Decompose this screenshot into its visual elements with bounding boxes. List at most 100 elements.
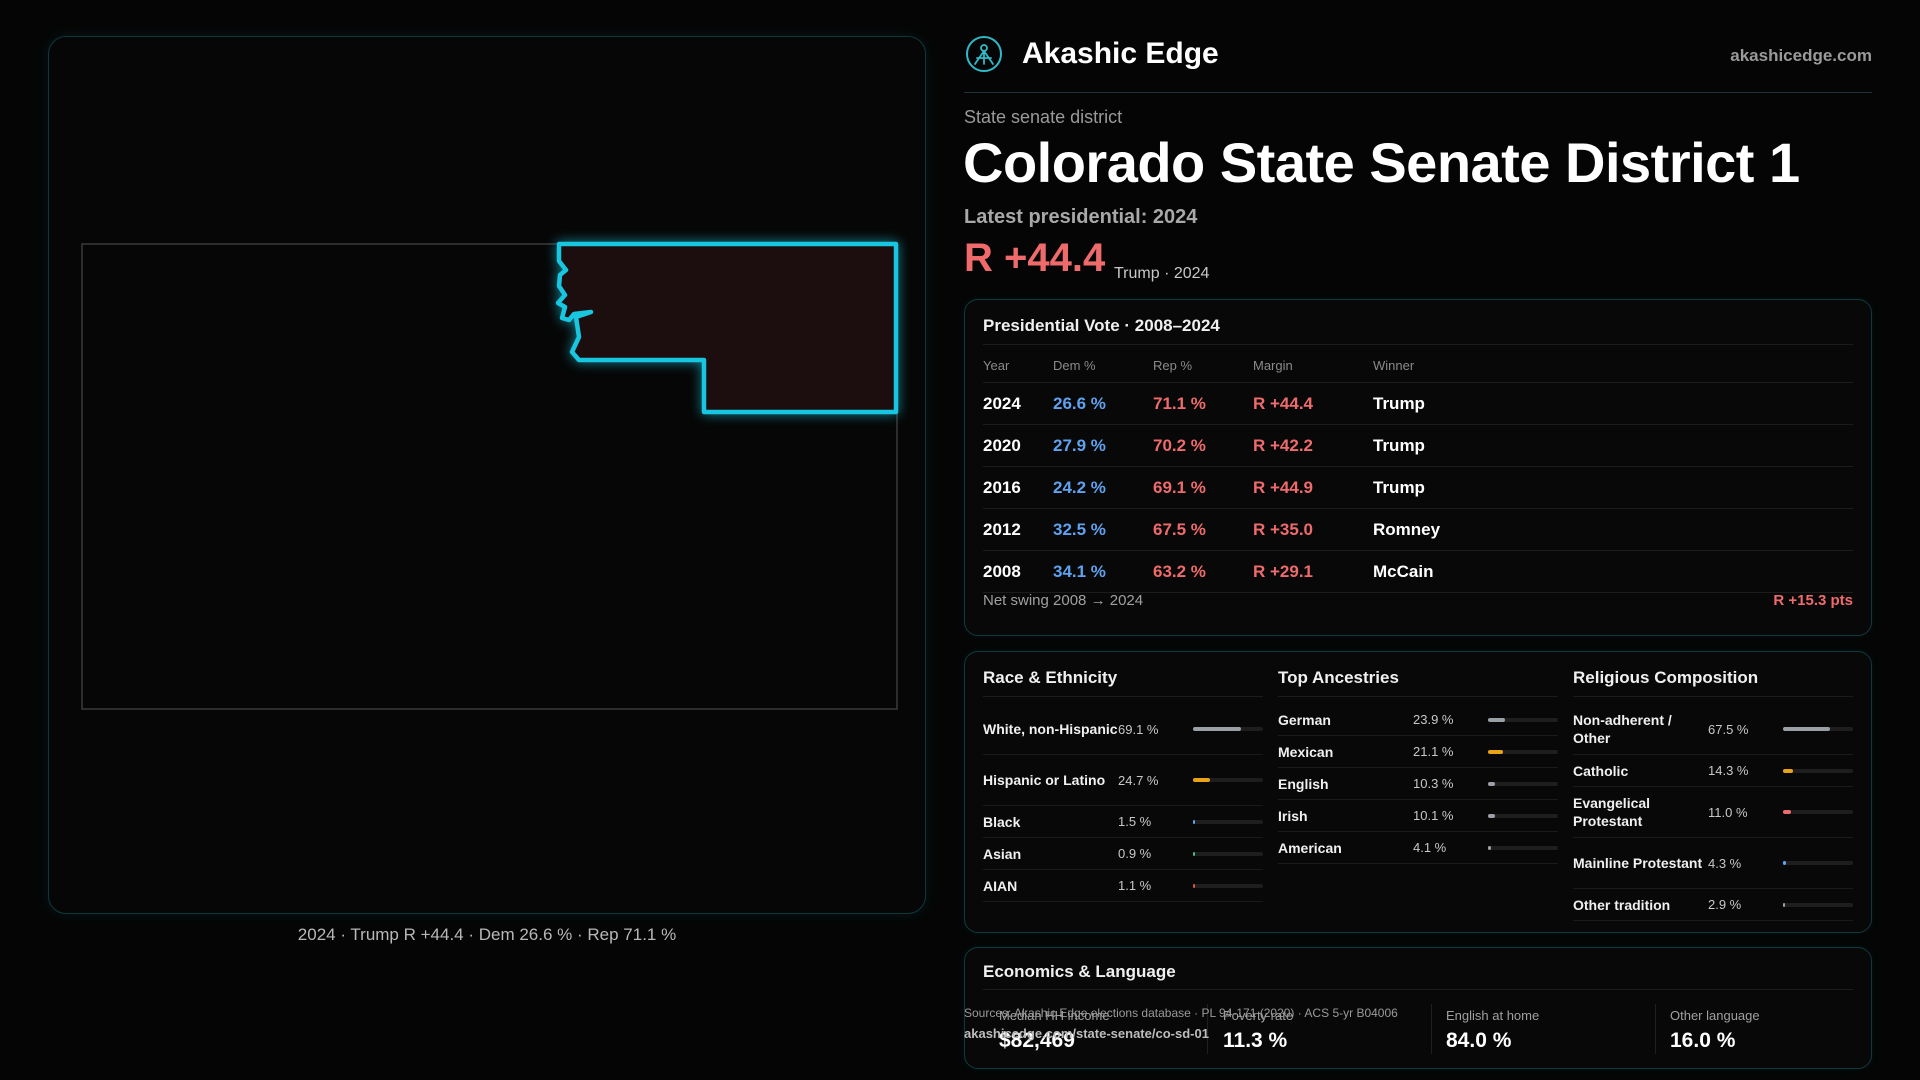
map-caption: 2024 · Trump R +44.4 · Dem 26.6 % · Rep … bbox=[297, 925, 677, 944]
share-bar bbox=[1488, 749, 1558, 754]
item-label: AIAN bbox=[983, 877, 1018, 894]
item-value: 21.1 % bbox=[1413, 744, 1454, 759]
list-item[interactable]: Irish 10.1 % bbox=[1278, 800, 1558, 832]
race-ethnicity-title: Race & Ethnicity bbox=[983, 668, 1118, 687]
share-bar-fill bbox=[1488, 813, 1496, 818]
list-item[interactable]: Mainline Protestant 4.3 % bbox=[1573, 838, 1853, 889]
row-dem: 27.9 % bbox=[1053, 424, 1153, 467]
share-bar-fill bbox=[1488, 781, 1496, 786]
share-bar bbox=[1783, 810, 1853, 814]
list-item[interactable]: American 4.1 % bbox=[1278, 832, 1558, 864]
source-url-link[interactable]: akashicedge.com/state-senate/co-sd-01 bbox=[964, 1026, 1209, 1041]
brand-name: Akashic Edge bbox=[1022, 37, 1219, 70]
religious-composition-title: Religious Composition bbox=[1573, 668, 1759, 687]
list-item[interactable]: Black 1.5 % bbox=[983, 806, 1263, 838]
english-at-home-stat: English at home 84.0 % bbox=[1446, 1008, 1656, 1053]
table-row[interactable]: 2020 27.9 % 70.2 % R +42.2 Trump bbox=[983, 424, 1853, 467]
akashic-edge-logo-icon bbox=[966, 36, 1002, 72]
net-swing-row: Net swing 2008 → 2024 R +15.3 pts bbox=[983, 592, 1853, 609]
item-value: 10.1 % bbox=[1413, 808, 1454, 823]
item-value: 1.1 % bbox=[1118, 878, 1152, 893]
district-map-panel[interactable] bbox=[48, 36, 926, 914]
header-margin: Margin bbox=[1253, 348, 1373, 383]
item-value: 23.9 % bbox=[1413, 712, 1454, 727]
page-title: Colorado State Senate District 1 bbox=[963, 131, 1800, 194]
share-bar-fill bbox=[1488, 749, 1503, 754]
net-swing-label: Net swing 2008 → 2024 bbox=[983, 592, 1144, 609]
share-bar-fill bbox=[1193, 727, 1242, 731]
table-row[interactable]: 2016 24.2 % 69.1 % R +44.9 Trump bbox=[983, 466, 1853, 509]
presidential-vote-card: Presidential Vote · 2008–2024 Year Dem %… bbox=[964, 299, 1872, 636]
row-year: 2024 bbox=[983, 382, 1053, 425]
presidential-vote-title: Presidential Vote · 2008–2024 bbox=[983, 316, 1220, 335]
list-item[interactable]: Non-adherent / Other 67.5 % bbox=[1573, 704, 1853, 755]
row-winner: Trump bbox=[1373, 382, 1853, 425]
brand[interactable]: Akashic Edge bbox=[964, 34, 1219, 74]
divider bbox=[983, 989, 1853, 990]
stat-label: Other language bbox=[1670, 1008, 1760, 1023]
stat-label: English at home bbox=[1446, 1008, 1540, 1023]
share-bar bbox=[1488, 813, 1558, 818]
item-label: Catholic bbox=[1573, 762, 1629, 779]
item-label: German bbox=[1278, 711, 1331, 728]
header-rep: Rep % bbox=[1153, 348, 1253, 383]
state-outline bbox=[81, 243, 898, 710]
table-row[interactable]: 2024 26.6 % 71.1 % R +44.4 Trump bbox=[983, 382, 1853, 425]
share-bar-fill bbox=[1488, 717, 1505, 722]
economics-language-title: Economics & Language bbox=[983, 962, 1176, 981]
item-value: 10.3 % bbox=[1413, 776, 1454, 791]
share-bar bbox=[1488, 717, 1558, 722]
share-bar-fill bbox=[1783, 768, 1793, 773]
table-header-row: Year Dem % Rep % Margin Winner bbox=[983, 348, 1853, 383]
share-bar bbox=[1488, 845, 1558, 850]
stat-value: 16.0 % bbox=[1670, 1029, 1736, 1052]
district-1-shape[interactable] bbox=[555, 241, 899, 415]
stat-label: Median HH income bbox=[999, 1008, 1110, 1023]
top-ancestries-list: German 23.9 % Mexican 21.1 % English 10.3 % Ir… bbox=[1278, 704, 1558, 864]
share-bar-fill bbox=[1783, 727, 1831, 731]
table-row[interactable]: 2012 32.5 % 67.5 % R +35.0 Romney bbox=[983, 508, 1853, 551]
share-bar bbox=[1193, 819, 1263, 824]
list-item[interactable]: Mexican 21.1 % bbox=[1278, 736, 1558, 768]
share-bar-fill bbox=[1193, 778, 1211, 782]
stat-value: 84.0 % bbox=[1446, 1029, 1512, 1052]
divider bbox=[1278, 696, 1558, 697]
row-dem: 32.5 % bbox=[1053, 508, 1153, 551]
row-dem: 24.2 % bbox=[1053, 466, 1153, 509]
list-item[interactable]: Asian 0.9 % bbox=[983, 838, 1263, 870]
site-url-link[interactable]: akashicedge.com bbox=[1730, 46, 1872, 65]
item-label: Evangelical Protestant bbox=[1573, 795, 1651, 829]
header-year: Year bbox=[983, 348, 1053, 383]
divider bbox=[1573, 696, 1853, 697]
list-item[interactable]: German 23.9 % bbox=[1278, 704, 1558, 736]
list-item[interactable]: Other tradition 2.9 % bbox=[1573, 889, 1853, 921]
divider bbox=[983, 344, 1853, 345]
list-item[interactable]: AIAN 1.1 % bbox=[983, 870, 1263, 902]
share-bar-fill bbox=[1783, 902, 1786, 907]
row-margin: R +29.1 bbox=[1253, 550, 1373, 593]
list-item[interactable]: Evangelical Protestant 11.0 % bbox=[1573, 787, 1853, 838]
list-item[interactable]: English 10.3 % bbox=[1278, 768, 1558, 800]
share-bar-fill bbox=[1193, 851, 1195, 856]
row-margin: R +35.0 bbox=[1253, 508, 1373, 551]
item-label: White, non-Hispanic bbox=[983, 721, 1118, 737]
list-item[interactable]: Hispanic or Latino 24.7 % bbox=[983, 755, 1263, 806]
share-bar bbox=[1783, 768, 1853, 773]
header-winner: Winner bbox=[1373, 348, 1853, 383]
list-item[interactable]: White, non-Hispanic 69.1 % bbox=[983, 704, 1263, 755]
latest-margin-sub: Trump · 2024 bbox=[1114, 265, 1210, 282]
row-year: 2020 bbox=[983, 424, 1053, 467]
row-dem: 34.1 % bbox=[1053, 550, 1153, 593]
demographics-card: Race & Ethnicity White, non-Hispanic 69.1… bbox=[964, 651, 1872, 933]
religious-composition-list: Non-adherent / Other 67.5 % Catholic 14.3 %… bbox=[1573, 704, 1853, 921]
item-label: Black bbox=[983, 813, 1021, 830]
stat-value: $82,469 bbox=[999, 1029, 1075, 1052]
table-row[interactable]: 2008 34.1 % 63.2 % R +29.1 McCain bbox=[983, 550, 1853, 593]
item-label: Hispanic or Latino bbox=[983, 772, 1106, 788]
divider bbox=[1655, 1004, 1656, 1054]
item-value: 1.5 % bbox=[1118, 814, 1152, 829]
row-margin: R +42.2 bbox=[1253, 424, 1373, 467]
list-item[interactable]: Catholic 14.3 % bbox=[1573, 755, 1853, 787]
divider bbox=[983, 696, 1263, 697]
presidential-vote-table: Year Dem % Rep % Margin Winner 2024 26.6… bbox=[983, 348, 1853, 593]
